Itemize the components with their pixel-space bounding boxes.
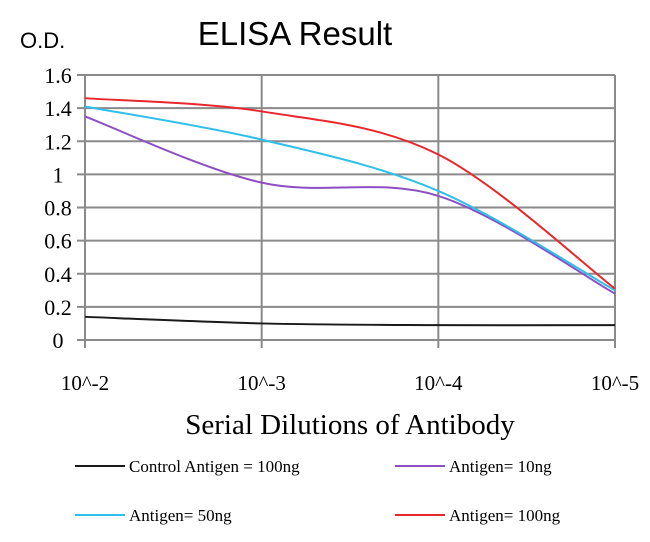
y-tick-label: 0.8	[44, 196, 72, 221]
x-axis-title: Serial Dilutions of Antibody	[185, 409, 515, 441]
x-tick-label: 10^-4	[414, 371, 463, 395]
x-tick-label: 10^-3	[237, 371, 285, 395]
x-tick-label: 10^-2	[61, 371, 109, 395]
y-tick-label: 0.4	[44, 262, 72, 287]
x-tick-label: 10^-5	[591, 371, 639, 395]
legend-label-1: Antigen= 10ng	[449, 457, 552, 476]
y-tick-label: 1.4	[44, 96, 72, 121]
y-tick-label: 0.6	[44, 229, 72, 254]
series-line-1	[84, 115, 616, 295]
legend-label-2: Antigen= 50ng	[129, 506, 232, 525]
legend-label-3: Antigen= 100ng	[449, 506, 561, 525]
series-line-2	[84, 105, 616, 292]
series-line-0	[84, 315, 616, 327]
y-tick-label: 1.2	[44, 129, 72, 154]
y-tick-label: 0.2	[44, 295, 72, 320]
chart-title: ELISA Result	[198, 15, 392, 52]
y-tick-label: 1.6	[44, 63, 72, 88]
y-tick-label: 1	[53, 162, 64, 187]
y-axis-label: O.D.	[20, 28, 65, 53]
y-tick-label: 0	[53, 328, 64, 353]
series-line-3	[84, 97, 616, 290]
legend-label-0: Control Antigen = 100ng	[129, 457, 300, 476]
